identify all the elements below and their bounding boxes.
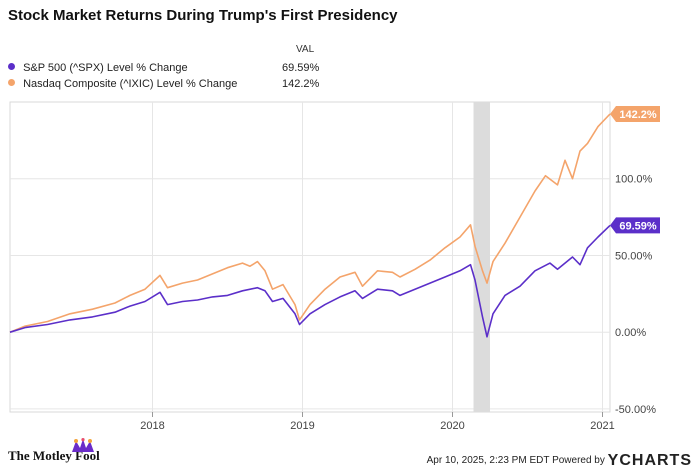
series-line-sp500 — [9, 224, 611, 338]
y-tick-label-50.00%: 50.00% — [615, 250, 653, 262]
x-tick-label-2018: 2018 — [140, 420, 164, 432]
legend-dot-nasdaq — [8, 79, 15, 86]
end-label-box — [610, 105, 660, 122]
legend-value-nasdaq: 142.2% — [282, 78, 320, 90]
end-label-sp500: 69.59% — [610, 217, 660, 234]
x-tick-label-2021: 2021 — [590, 420, 614, 432]
ycharts-logo: YCHARTS — [607, 452, 692, 469]
x-tick-label-2020: 2020 — [440, 420, 464, 432]
footer-attribution: Apr 10, 2025, 2:23 PM EDT Powered by YCH… — [427, 452, 692, 470]
plot-frame — [9, 101, 611, 413]
series-line-nasdaq — [9, 113, 611, 333]
powered-by-text: Powered by — [552, 455, 605, 466]
jester-hat-icon — [70, 438, 96, 452]
recession-shading — [473, 102, 490, 412]
legend-dot-sp500 — [8, 63, 15, 70]
y-tick-label--50.00%: -50.00% — [615, 404, 656, 416]
legend-value-sp500: 69.59% — [282, 62, 320, 74]
motley-fool-logo: The Motley Fool — [8, 438, 100, 464]
y-tick-label-0.00%: 0.00% — [615, 327, 646, 339]
legend-header: VAL — [296, 44, 315, 55]
legend-label-nasdaq: Nasdaq Composite (^IXIC) Level % Change — [23, 78, 238, 90]
x-tick-label-2019: 2019 — [290, 420, 314, 432]
legend-item-nasdaq[interactable]: Nasdaq Composite (^IXIC) Level % Change — [8, 78, 237, 90]
end-label-text: 69.59% — [619, 220, 657, 232]
chart-title: Stock Market Returns During Trump's Firs… — [8, 7, 398, 24]
timestamp: Apr 10, 2025, 2:23 PM EDT — [426, 455, 550, 466]
end-label-nasdaq: 142.2% — [610, 105, 660, 122]
end-label-text: 142.2% — [619, 109, 657, 121]
end-label-box — [610, 217, 660, 234]
y-tick-label-100.0%: 100.0% — [615, 174, 653, 186]
legend-label-sp500: S&P 500 (^SPX) Level % Change — [23, 62, 188, 74]
legend-item-sp500[interactable]: S&P 500 (^SPX) Level % Change — [8, 62, 188, 74]
